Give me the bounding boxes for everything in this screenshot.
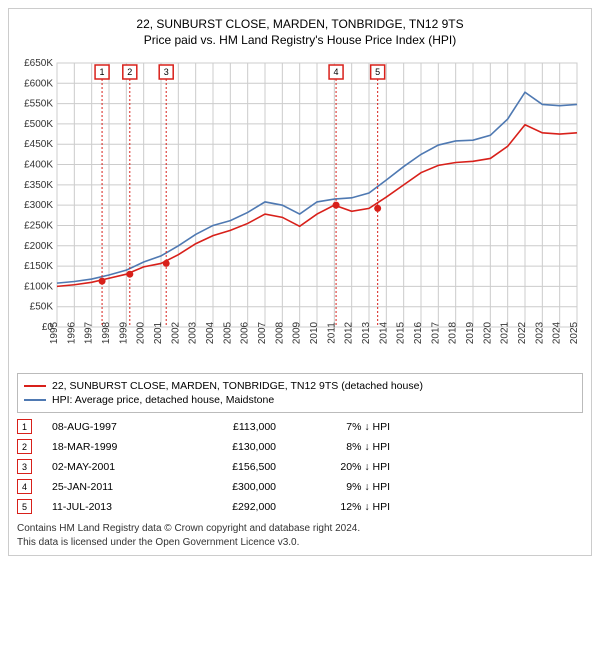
transaction-date: 08-AUG-1997 xyxy=(52,421,182,433)
svg-text:2021: 2021 xyxy=(500,321,511,344)
svg-text:£600K: £600K xyxy=(24,78,53,89)
transaction-marker: 4 xyxy=(17,479,32,494)
legend-label: HPI: Average price, detached house, Maid… xyxy=(52,394,274,406)
svg-text:2025: 2025 xyxy=(569,321,580,344)
svg-text:2016: 2016 xyxy=(413,321,424,344)
svg-text:£300K: £300K xyxy=(24,200,53,211)
transaction-price: £156,500 xyxy=(186,461,276,473)
transaction-delta: 7% ↓ HPI xyxy=(280,421,390,433)
title-line-1: 22, SUNBURST CLOSE, MARDEN, TONBRIDGE, T… xyxy=(15,17,585,31)
svg-text:2022: 2022 xyxy=(517,321,528,344)
title-line-2: Price paid vs. HM Land Registry's House … xyxy=(15,33,585,47)
svg-text:£150K: £150K xyxy=(24,261,53,272)
svg-text:2011: 2011 xyxy=(326,322,337,344)
svg-text:2019: 2019 xyxy=(465,321,476,344)
svg-text:2003: 2003 xyxy=(188,321,199,344)
transaction-price: £113,000 xyxy=(186,421,276,433)
transaction-row: 1 08-AUG-1997 £113,000 7% ↓ HPI xyxy=(17,419,583,434)
svg-text:2009: 2009 xyxy=(292,321,303,344)
footer-line-2: This data is licensed under the Open Gov… xyxy=(17,536,583,550)
transaction-row: 2 18-MAR-1999 £130,000 8% ↓ HPI xyxy=(17,439,583,454)
svg-text:2010: 2010 xyxy=(309,321,320,344)
svg-text:2006: 2006 xyxy=(240,321,251,344)
transaction-price: £130,000 xyxy=(186,441,276,453)
svg-text:£650K: £650K xyxy=(24,58,53,69)
transaction-price: £292,000 xyxy=(186,501,276,513)
svg-text:1995: 1995 xyxy=(49,321,60,344)
transaction-row: 4 25-JAN-2011 £300,000 9% ↓ HPI xyxy=(17,479,583,494)
transaction-delta: 20% ↓ HPI xyxy=(280,461,390,473)
svg-text:2: 2 xyxy=(127,67,132,77)
svg-text:1996: 1996 xyxy=(66,321,77,344)
svg-text:£200K: £200K xyxy=(24,241,53,252)
transaction-date: 11-JUL-2013 xyxy=(52,501,182,513)
transaction-date: 25-JAN-2011 xyxy=(52,481,182,493)
svg-text:£50K: £50K xyxy=(30,302,54,313)
svg-text:2018: 2018 xyxy=(448,321,459,344)
price-chart: £0£50K£100K£150K£200K£250K£300K£350K£400… xyxy=(15,55,585,365)
svg-text:2008: 2008 xyxy=(274,321,285,344)
transaction-marker: 1 xyxy=(17,419,32,434)
svg-text:1999: 1999 xyxy=(118,321,129,344)
svg-text:1997: 1997 xyxy=(84,321,95,344)
legend-item: HPI: Average price, detached house, Maid… xyxy=(24,394,576,406)
svg-text:4: 4 xyxy=(334,67,339,77)
transaction-marker: 3 xyxy=(17,459,32,474)
transaction-row: 3 02-MAY-2001 £156,500 20% ↓ HPI xyxy=(17,459,583,474)
transaction-marker: 5 xyxy=(17,499,32,514)
svg-text:2023: 2023 xyxy=(534,321,545,344)
transaction-delta: 12% ↓ HPI xyxy=(280,501,390,513)
svg-text:£500K: £500K xyxy=(24,119,53,130)
svg-text:£250K: £250K xyxy=(24,220,53,231)
transaction-row: 5 11-JUL-2013 £292,000 12% ↓ HPI xyxy=(17,499,583,514)
transaction-date: 18-MAR-1999 xyxy=(52,441,182,453)
svg-text:£100K: £100K xyxy=(24,281,53,292)
chart-container: 22, SUNBURST CLOSE, MARDEN, TONBRIDGE, T… xyxy=(8,8,592,556)
transaction-delta: 8% ↓ HPI xyxy=(280,441,390,453)
transaction-date: 02-MAY-2001 xyxy=(52,461,182,473)
legend-item: 22, SUNBURST CLOSE, MARDEN, TONBRIDGE, T… xyxy=(24,380,576,392)
svg-text:2024: 2024 xyxy=(552,321,563,344)
legend-swatch xyxy=(24,399,46,401)
svg-text:2015: 2015 xyxy=(396,321,407,344)
transaction-price: £300,000 xyxy=(186,481,276,493)
svg-text:2014: 2014 xyxy=(378,321,389,344)
svg-text:£450K: £450K xyxy=(24,139,53,150)
transaction-marker: 2 xyxy=(17,439,32,454)
svg-text:5: 5 xyxy=(375,67,380,77)
legend-label: 22, SUNBURST CLOSE, MARDEN, TONBRIDGE, T… xyxy=(52,380,423,392)
chart-area: £0£50K£100K£150K£200K£250K£300K£350K£400… xyxy=(15,55,585,365)
svg-text:2000: 2000 xyxy=(136,321,147,344)
svg-text:2005: 2005 xyxy=(222,321,233,344)
legend-swatch xyxy=(24,385,46,387)
svg-text:£550K: £550K xyxy=(24,99,53,110)
legend: 22, SUNBURST CLOSE, MARDEN, TONBRIDGE, T… xyxy=(17,373,583,413)
svg-text:£400K: £400K xyxy=(24,160,53,171)
svg-text:2001: 2001 xyxy=(153,321,164,344)
footer-line-1: Contains HM Land Registry data © Crown c… xyxy=(17,522,583,536)
svg-text:2020: 2020 xyxy=(482,321,493,344)
svg-text:2007: 2007 xyxy=(257,321,268,344)
svg-text:£350K: £350K xyxy=(24,180,53,191)
svg-text:2013: 2013 xyxy=(361,321,372,344)
transactions-table: 1 08-AUG-1997 £113,000 7% ↓ HPI 2 18-MAR-1999… xyxy=(17,419,583,514)
svg-text:2002: 2002 xyxy=(170,321,181,344)
svg-text:1998: 1998 xyxy=(101,321,112,344)
svg-text:2004: 2004 xyxy=(205,321,216,344)
svg-text:2012: 2012 xyxy=(344,321,355,344)
svg-text:2017: 2017 xyxy=(430,321,441,344)
transaction-delta: 9% ↓ HPI xyxy=(280,481,390,493)
svg-text:1: 1 xyxy=(100,67,105,77)
svg-text:3: 3 xyxy=(164,67,169,77)
footer: Contains HM Land Registry data © Crown c… xyxy=(17,522,583,549)
